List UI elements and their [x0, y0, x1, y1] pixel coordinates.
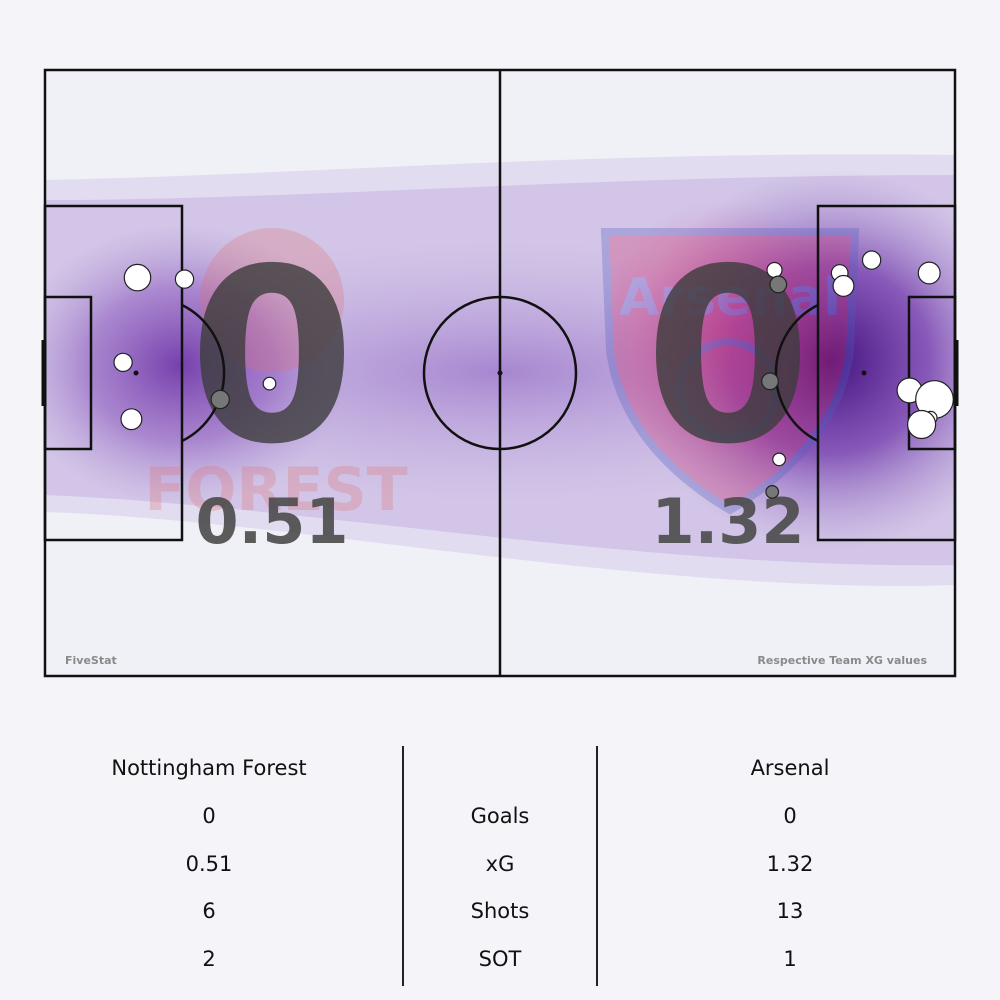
home-shot-marker	[123, 263, 152, 292]
shots-layer	[113, 250, 954, 499]
xg-note-label: Respective Team XG values	[757, 654, 927, 667]
home-shot-marker	[113, 352, 133, 373]
goals-label: Goals	[470, 804, 530, 828]
away-shots-value: 13	[776, 899, 804, 923]
home-goals-overlay: 0	[189, 217, 356, 497]
away-shot-marker	[906, 409, 937, 440]
away-shot-marker	[761, 372, 779, 391]
right-penalty-spot	[861, 370, 867, 376]
home-shot-marker	[262, 376, 277, 391]
shot-map-pitch: FOREST Arsenal 0 0 0.51 1.32 FiveStat Re…	[41, 68, 959, 678]
away-crest-text: Arsenal	[619, 268, 841, 328]
tree-icon	[200, 228, 344, 372]
away-crest: Arsenal	[600, 228, 860, 515]
home-xg-value: 0.51	[185, 852, 233, 876]
home-team-name: Nottingham Forest	[111, 756, 307, 780]
away-shot-marker	[765, 485, 780, 499]
away-shot-marker	[917, 261, 941, 285]
home-shots-value: 6	[202, 899, 216, 923]
divider-right	[596, 746, 598, 986]
away-goals-overlay: 0	[645, 217, 812, 497]
shots-label: Shots	[470, 899, 530, 923]
home-crest: FOREST	[144, 228, 408, 525]
away-team-name: Arsenal	[750, 756, 830, 780]
away-shot-marker	[772, 452, 786, 467]
away-sot-value: 1	[783, 947, 797, 971]
away-goals-value: 0	[783, 804, 797, 828]
home-shot-marker	[174, 269, 195, 289]
sot-label: SOT	[478, 947, 522, 971]
away-xg-value: 1.32	[766, 852, 814, 876]
away-shot-marker	[861, 250, 882, 270]
cannon-icon	[676, 338, 780, 442]
xg-label: xG	[485, 852, 515, 876]
divider-left	[402, 746, 404, 986]
away-shot-marker	[832, 274, 855, 297]
away-shot-marker	[766, 261, 783, 279]
away-shot-marker	[769, 275, 788, 294]
centre-spot	[497, 370, 503, 376]
home-shot-marker	[210, 389, 230, 410]
home-crest-text: FOREST	[144, 455, 407, 525]
away-xg-overlay: 1.32	[652, 485, 805, 558]
brand-label: FiveStat	[65, 654, 117, 667]
shield-icon	[600, 228, 860, 515]
left-penalty-spot	[133, 370, 139, 376]
stats-table: Nottingham Forest 0 0.51 6 2 Goals xG Sh…	[0, 700, 1000, 1000]
home-sot-value: 2	[202, 947, 216, 971]
home-shot-marker	[120, 408, 143, 431]
home-xg-overlay: 0.51	[196, 485, 349, 558]
home-goals-value: 0	[202, 804, 216, 828]
